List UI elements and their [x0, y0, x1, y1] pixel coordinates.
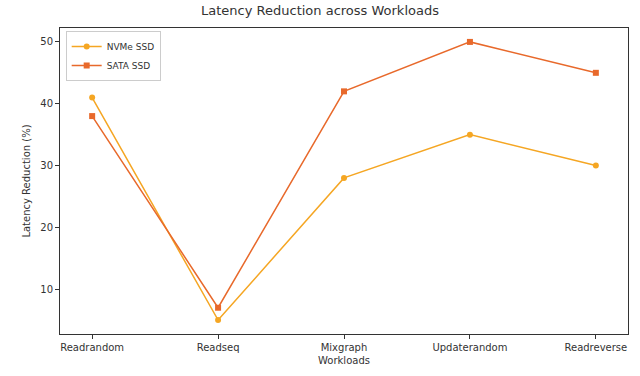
svg-text:NVMe SSD: NVMe SSD: [107, 42, 154, 52]
svg-text:Mixgraph: Mixgraph: [321, 342, 368, 353]
svg-text:30: 30: [40, 160, 53, 171]
svg-text:20: 20: [40, 222, 53, 233]
svg-text:50: 50: [40, 36, 53, 47]
svg-text:Readreverse: Readreverse: [564, 342, 627, 353]
svg-text:Latency Reduction (%): Latency Reduction (%): [21, 124, 32, 237]
svg-text:Readrandom: Readrandom: [60, 342, 124, 353]
svg-text:Latency Reduction across Workl: Latency Reduction across Workloads: [201, 3, 439, 18]
svg-text:10: 10: [40, 284, 53, 295]
svg-text:SATA SSD: SATA SSD: [107, 61, 151, 71]
svg-text:Workloads: Workloads: [318, 355, 370, 366]
svg-text:Updaterandom: Updaterandom: [432, 342, 507, 353]
svg-text:40: 40: [40, 98, 53, 109]
svg-text:Readseq: Readseq: [197, 342, 240, 353]
